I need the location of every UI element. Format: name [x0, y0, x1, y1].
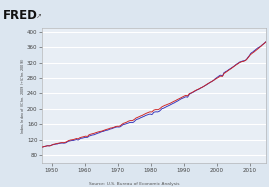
Y-axis label: Index, Index of ((Chn. 2009 $) ÷ (Chn. 2009 $)): Index, Index of ((Chn. 2009 $) ÷ (Chn. 2… [19, 57, 26, 134]
Text: ↗: ↗ [36, 13, 42, 19]
Text: Source: U.S. Bureau of Economic Analysis: Source: U.S. Bureau of Economic Analysis [89, 182, 180, 186]
Text: FRED: FRED [3, 9, 38, 22]
